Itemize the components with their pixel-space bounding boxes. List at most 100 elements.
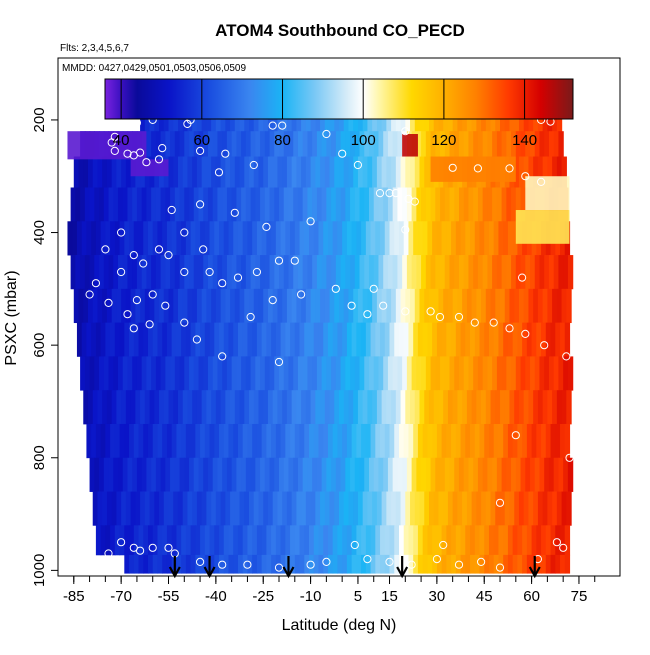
field-cell — [321, 255, 327, 290]
observation-point — [363, 310, 372, 319]
field-cell — [468, 131, 474, 157]
field-cell — [271, 554, 277, 574]
field-cell — [143, 322, 149, 357]
co-field — [67, 109, 574, 574]
field-cell — [567, 356, 574, 391]
field-cell — [488, 322, 495, 357]
field-cell — [106, 156, 113, 188]
field-cell — [136, 255, 143, 290]
field-cell — [245, 187, 252, 222]
observation-point — [199, 245, 208, 254]
field-cell — [440, 131, 446, 157]
field-cell — [293, 457, 299, 492]
field-cell — [462, 109, 468, 132]
field-cell — [222, 131, 228, 157]
field-cell — [375, 322, 381, 357]
field-cell — [400, 491, 406, 526]
observation-point — [505, 324, 514, 333]
observation-point — [521, 172, 530, 181]
field-cell — [114, 322, 121, 357]
field-cell — [492, 187, 498, 222]
field-cell — [364, 457, 370, 492]
field-cell — [119, 221, 125, 256]
field-cell — [332, 525, 339, 556]
field-cell — [421, 255, 427, 290]
colorbar-tick-label: 140 — [512, 132, 537, 149]
field-cell — [503, 554, 509, 574]
field-cell — [168, 156, 174, 188]
x-tick-label: 5 — [354, 588, 362, 605]
field-cell — [384, 322, 391, 357]
field-cell — [226, 457, 233, 492]
field-cell — [386, 491, 392, 526]
field-cell — [207, 457, 214, 492]
field-cell — [509, 288, 515, 324]
field-cell — [264, 187, 271, 222]
field-cell — [285, 423, 291, 459]
field-cell — [258, 109, 264, 132]
field-cell — [560, 423, 566, 459]
observation-point — [385, 189, 394, 198]
field-cell — [432, 525, 438, 556]
field-cell — [299, 423, 305, 459]
field-cell — [95, 322, 102, 357]
field-cell — [359, 457, 365, 492]
field-cell — [460, 322, 466, 357]
x-tick-label: 30 — [429, 588, 446, 605]
field-cell — [506, 187, 512, 222]
field-cell — [201, 288, 207, 324]
field-cell — [324, 288, 331, 324]
field-cell — [533, 288, 539, 324]
field-cell — [446, 525, 452, 556]
field-cell — [356, 423, 362, 459]
field-cell — [339, 156, 345, 188]
field-cell — [144, 491, 151, 526]
field-cell — [315, 109, 321, 132]
field-cell — [263, 109, 269, 132]
field-cell — [253, 109, 260, 132]
field-cell — [313, 322, 320, 357]
field-cell — [370, 322, 376, 357]
field-cell — [541, 554, 547, 574]
field-cell — [323, 221, 329, 256]
field-cell — [553, 255, 560, 290]
field-cell — [372, 288, 378, 324]
field-cell — [241, 457, 247, 492]
field-cell — [479, 554, 485, 574]
field-cell — [353, 156, 359, 188]
field-cell — [73, 156, 80, 188]
field-cell — [465, 554, 471, 574]
observation-point — [101, 245, 110, 254]
field-cell — [530, 356, 536, 391]
field-cell — [261, 423, 267, 459]
field-cell — [394, 322, 400, 357]
field-cell — [166, 525, 173, 556]
field-cell — [463, 356, 470, 391]
field-cell — [141, 255, 148, 290]
field-cell — [92, 288, 99, 324]
field-cell — [283, 255, 290, 290]
observation-point — [230, 208, 239, 217]
observation-point — [104, 549, 113, 558]
field-cell — [143, 423, 149, 459]
field-cell — [211, 491, 217, 526]
field-cell — [400, 156, 406, 188]
field-cell — [320, 109, 326, 132]
field-cell — [91, 423, 97, 459]
field-cell — [80, 187, 86, 222]
field-cell — [526, 525, 533, 556]
field-cell — [370, 525, 376, 556]
field-cell — [482, 255, 488, 290]
field-cell — [413, 221, 419, 256]
field-cell — [381, 109, 387, 132]
field-cell — [255, 187, 261, 222]
field-cell — [152, 221, 159, 256]
field-cell — [271, 322, 277, 357]
field-cell — [451, 525, 457, 556]
field-cell — [111, 156, 118, 188]
field-cell — [117, 356, 124, 391]
field-cell — [342, 423, 348, 459]
field-cell — [76, 322, 83, 357]
field-cell — [321, 457, 327, 492]
field-cell — [452, 491, 458, 526]
